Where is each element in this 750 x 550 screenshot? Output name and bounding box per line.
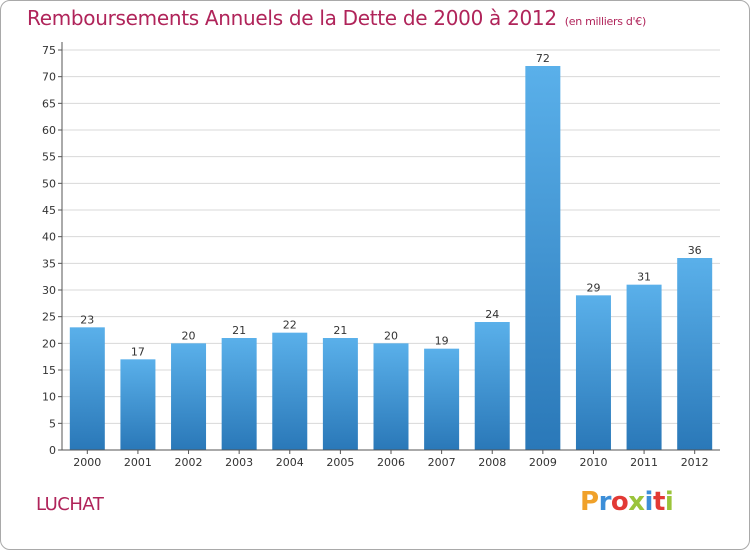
y-tick-label: 0 [49, 444, 56, 457]
y-tick-label: 25 [42, 311, 56, 324]
bar-value-label: 36 [688, 244, 702, 257]
bar-value-label: 29 [586, 281, 600, 294]
bar-value-label: 20 [384, 329, 398, 342]
x-tick-label: 2012 [681, 456, 709, 469]
logo-letter: t [652, 487, 665, 517]
x-tick-label: 2004 [276, 456, 304, 469]
x-tick-label: 2007 [428, 456, 456, 469]
y-tick-label: 50 [42, 177, 56, 190]
bar-2011 [626, 284, 662, 450]
bar-2006 [373, 343, 409, 450]
bar-2005 [322, 338, 358, 450]
x-tick-label: 2003 [225, 456, 253, 469]
logo-letter: i [664, 487, 674, 517]
x-tick-label: 2010 [579, 456, 607, 469]
bar-2001 [120, 359, 156, 450]
bar-value-label: 17 [131, 345, 145, 358]
bar-2008 [474, 322, 510, 450]
bar-2010 [575, 295, 611, 450]
bar-value-label: 20 [182, 329, 196, 342]
y-tick-label: 15 [42, 364, 56, 377]
chart-title-text: Remboursements Annuels de la Dette de 20… [27, 6, 557, 30]
chart-title: Remboursements Annuels de la Dette de 20… [27, 6, 646, 30]
bar-value-label: 22 [283, 319, 297, 332]
bar-value-label: 72 [536, 52, 550, 65]
proxiti-logo: Proxiti [580, 487, 674, 517]
x-tick-label: 2006 [377, 456, 405, 469]
y-tick-label: 55 [42, 151, 56, 164]
y-tick-label: 45 [42, 204, 56, 217]
logo-letter: o [610, 487, 629, 517]
logo-letter: i [644, 487, 654, 517]
x-tick-label: 2000 [73, 456, 101, 469]
commune-name: LUCHAT [36, 494, 104, 515]
bar-2003 [221, 338, 257, 450]
bar-value-label: 31 [637, 271, 651, 284]
bar-2007 [424, 348, 460, 450]
y-tick-label: 35 [42, 257, 56, 270]
logo-letter: P [580, 487, 599, 517]
bar-value-label: 21 [232, 324, 246, 337]
logo-letter: x [628, 487, 645, 517]
axes: 0 5 10 15 20 25 30 35 40 45 50 55 60 65 70 75 2000 2001 20… [42, 42, 720, 469]
bar-2002 [171, 343, 207, 450]
x-tick-label: 2009 [529, 456, 557, 469]
y-tick-label: 60 [42, 124, 56, 137]
bar-value-label: 23 [80, 313, 94, 326]
y-tick-label: 20 [42, 337, 56, 350]
x-tick-label: 2002 [175, 456, 203, 469]
bar-2009 [525, 66, 561, 450]
y-tick-label: 65 [42, 97, 56, 110]
chart-subtitle: (en milliers d'€) [564, 15, 646, 28]
x-tick-label: 2005 [326, 456, 354, 469]
bar-value-label: 21 [333, 324, 347, 337]
y-tick-label: 70 [42, 71, 56, 84]
bar-2004 [272, 332, 308, 450]
bar-2000 [69, 327, 105, 450]
y-tick-label: 10 [42, 391, 56, 404]
y-tick-label: 40 [42, 231, 56, 244]
x-tick-label: 2008 [478, 456, 506, 469]
bar-2012 [677, 258, 713, 450]
y-tick-label: 30 [42, 284, 56, 297]
x-tick-label: 2001 [124, 456, 152, 469]
bar-value-label: 19 [435, 335, 449, 348]
bar-value-label: 24 [485, 308, 499, 321]
y-tick-label: 75 [42, 44, 56, 57]
bars: 23 17 20 21 22 21 20 19 24 72 29 31 36 [69, 52, 713, 450]
logo-letter: r [598, 487, 612, 517]
x-tick-label: 2011 [630, 456, 658, 469]
y-tick-label: 5 [49, 417, 56, 430]
